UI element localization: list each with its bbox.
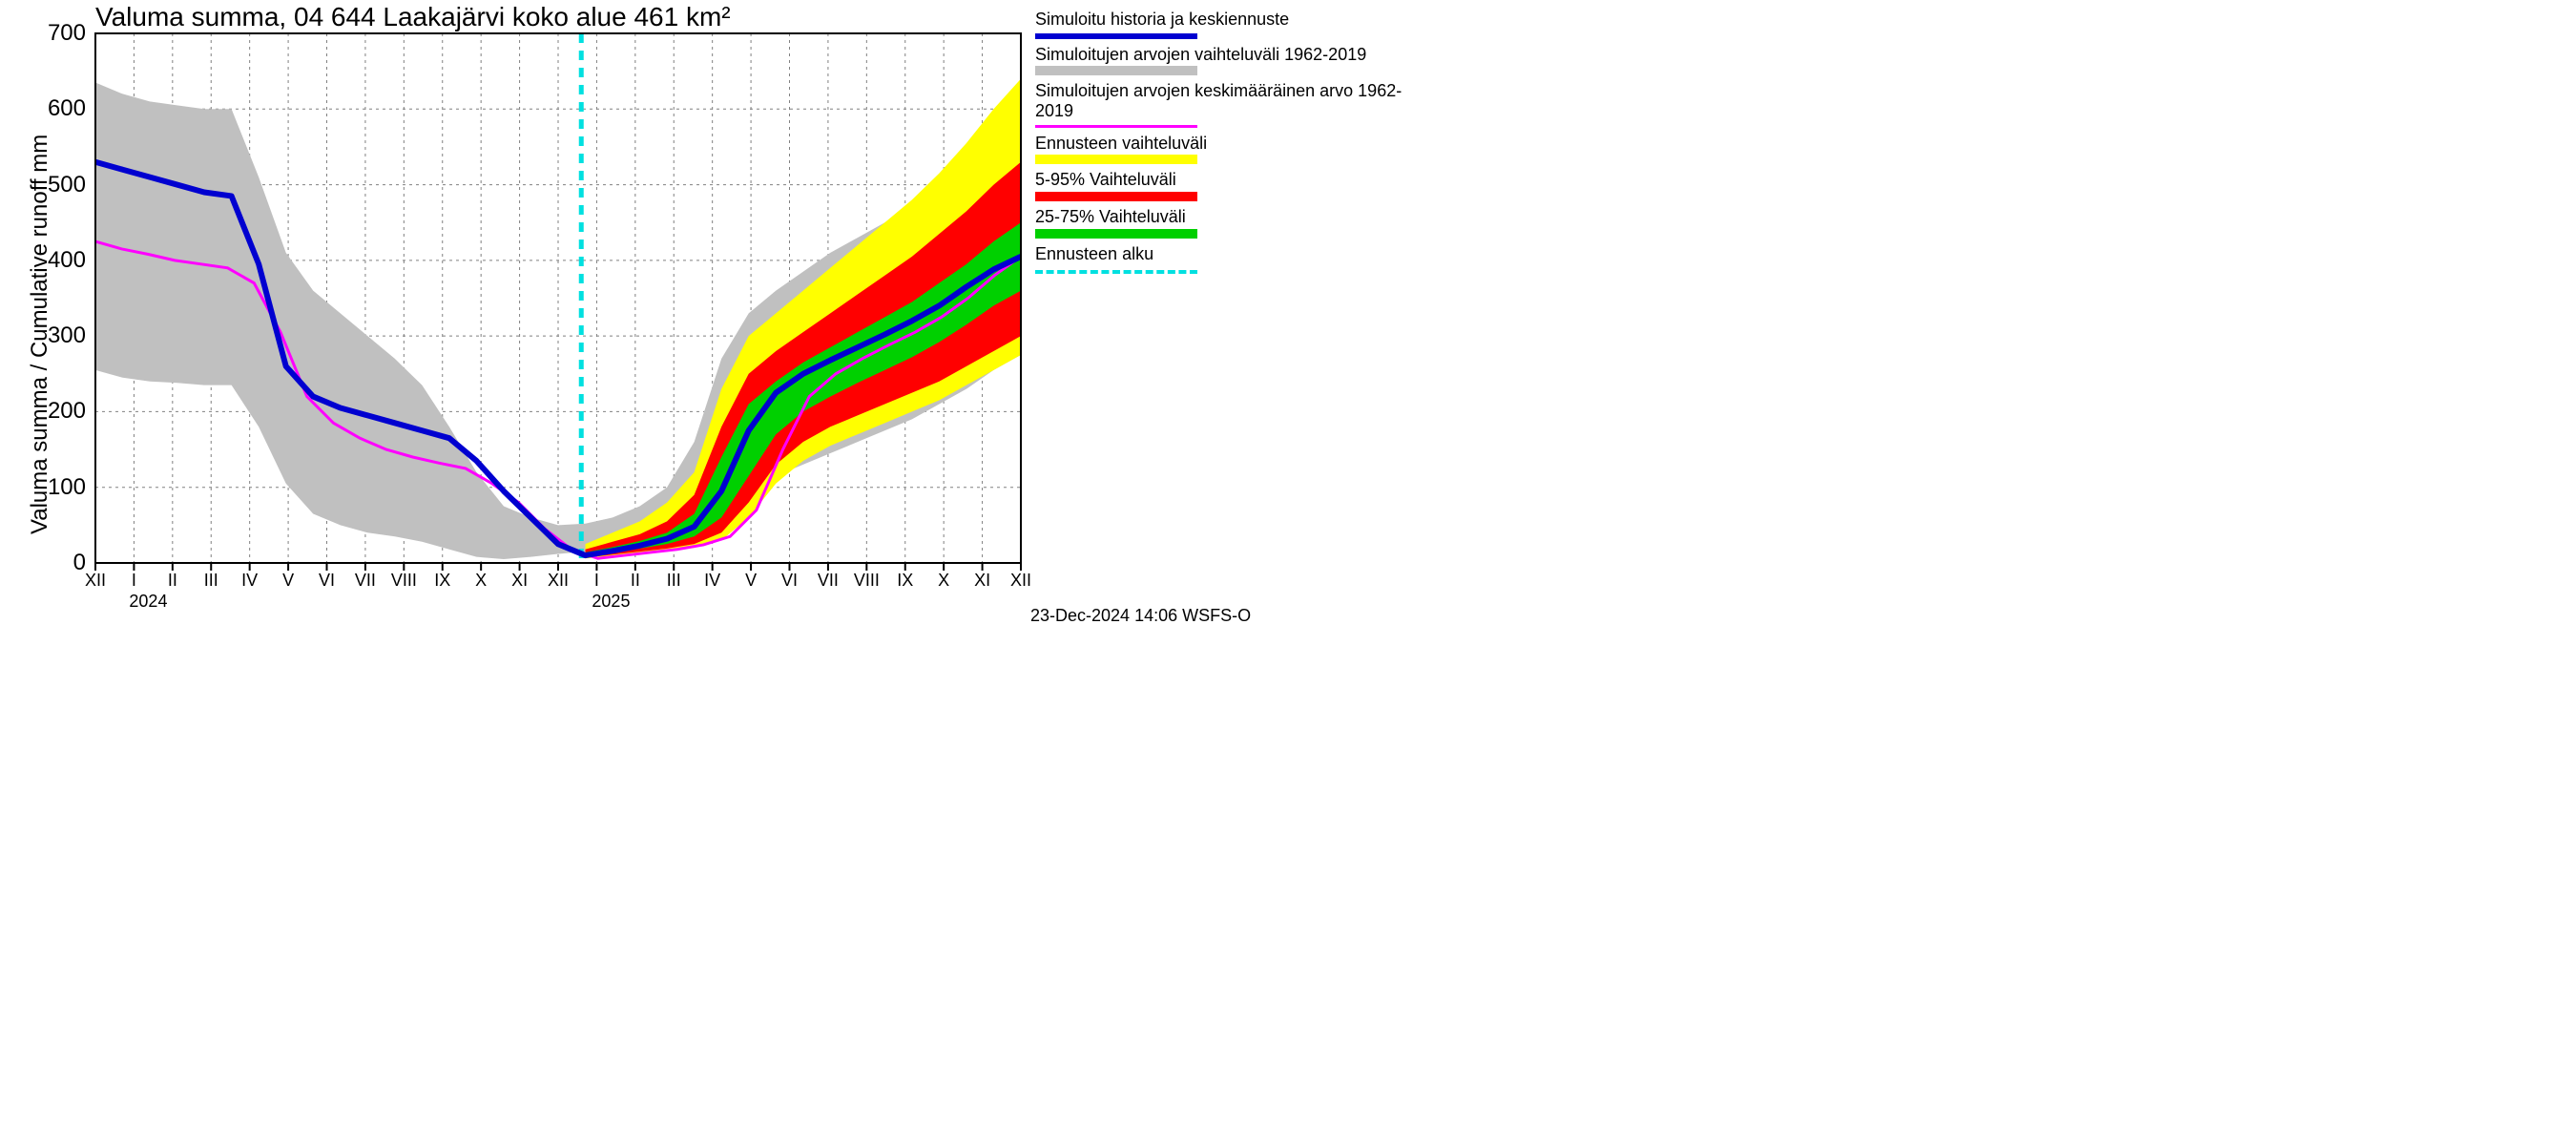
legend-label: Ennusteen alku	[1035, 244, 1417, 264]
legend-item: 5-95% Vaihteluväli	[1035, 170, 1417, 201]
legend-swatch	[1035, 229, 1197, 239]
x-tick-label: XII	[76, 571, 114, 591]
x-tick-label: X	[462, 571, 500, 591]
legend-swatch	[1035, 66, 1197, 75]
legend-swatch	[1035, 125, 1197, 128]
legend-swatch	[1035, 270, 1197, 274]
x-tick-label: XI	[501, 571, 539, 591]
x-tick-label: IX	[886, 571, 924, 591]
chart-container: Valuma summa, 04 644 Laakajärvi koko alu…	[0, 0, 1431, 636]
y-tick-label: 500	[38, 172, 86, 198]
x-tick-label: VI	[771, 571, 809, 591]
y-tick-label: 400	[38, 247, 86, 274]
x-tick-label: XII	[1002, 571, 1040, 591]
legend-item: Simuloitu historia ja keskiennuste	[1035, 10, 1417, 39]
legend-swatch	[1035, 155, 1197, 164]
y-tick-label: 600	[38, 95, 86, 122]
x-tick-label: VI	[308, 571, 346, 591]
legend-label: Ennusteen vaihteluväli	[1035, 134, 1417, 154]
legend-label: 25-75% Vaihteluväli	[1035, 207, 1417, 227]
x-tick-label: XI	[964, 571, 1002, 591]
x-tick-label: IX	[424, 571, 462, 591]
legend-item: Simuloitujen arvojen keskimääräinen arvo…	[1035, 81, 1417, 127]
x-tick-label: I	[114, 571, 153, 591]
legend-swatch	[1035, 192, 1197, 201]
legend-label: 5-95% Vaihteluväli	[1035, 170, 1417, 190]
legend-item: 25-75% Vaihteluväli	[1035, 207, 1417, 239]
x-tick-label: III	[192, 571, 230, 591]
legend-label: Simuloitujen arvojen vaihteluväli 1962-2…	[1035, 45, 1417, 65]
legend-swatch	[1035, 33, 1197, 39]
x-tick-label: II	[616, 571, 654, 591]
legend-label: Simuloitujen arvojen keskimääräinen arvo…	[1035, 81, 1417, 120]
x-tick-label: VIII	[384, 571, 423, 591]
y-tick-label: 100	[38, 474, 86, 501]
x-tick-label: VIII	[847, 571, 885, 591]
x-tick-label: III	[654, 571, 693, 591]
x-tick-label: IV	[694, 571, 732, 591]
legend: Simuloitu historia ja keskiennuste Simulo…	[1035, 10, 1417, 280]
x-tick-label: VII	[346, 571, 384, 591]
x-year-label: 2025	[592, 592, 630, 612]
legend-label: Simuloitu historia ja keskiennuste	[1035, 10, 1417, 30]
legend-item: Simuloitujen arvojen vaihteluväli 1962-2…	[1035, 45, 1417, 76]
y-tick-label: 200	[38, 398, 86, 425]
y-tick-label: 700	[38, 20, 86, 47]
x-tick-label: VII	[809, 571, 847, 591]
y-tick-label: 300	[38, 323, 86, 349]
x-tick-label: II	[154, 571, 192, 591]
x-tick-label: XII	[539, 571, 577, 591]
x-tick-label: IV	[231, 571, 269, 591]
legend-item: Ennusteen alku	[1035, 244, 1417, 274]
chart-title: Valuma summa, 04 644 Laakajärvi koko alu…	[95, 2, 731, 32]
x-year-label: 2024	[129, 592, 167, 612]
x-tick-label: I	[577, 571, 615, 591]
legend-item: Ennusteen vaihteluväli	[1035, 134, 1417, 165]
x-tick-label: X	[924, 571, 963, 591]
x-tick-label: V	[732, 571, 770, 591]
x-tick-label: V	[269, 571, 307, 591]
chart-footer: 23-Dec-2024 14:06 WSFS-O	[1030, 606, 1251, 626]
